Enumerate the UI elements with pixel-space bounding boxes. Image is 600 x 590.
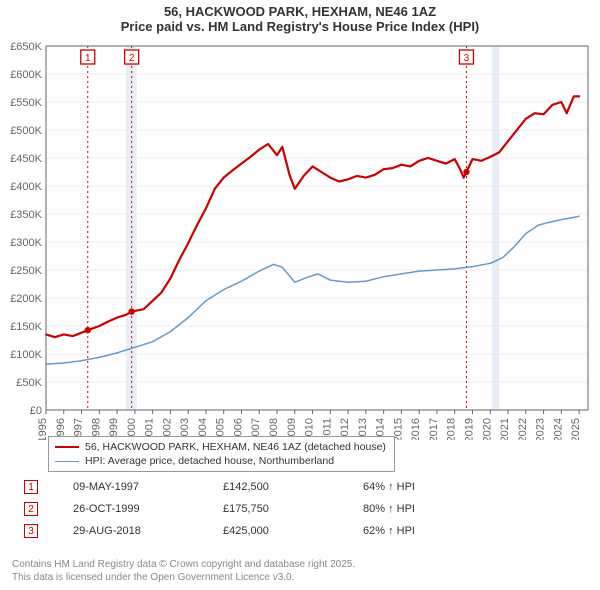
- sale-point: [85, 327, 91, 333]
- footnote-line-1: Contains HM Land Registry data © Crown c…: [12, 559, 355, 572]
- recession-band: [492, 46, 499, 410]
- txn-date: 26-OCT-1999: [73, 503, 223, 515]
- txn-pct: 64% ↑ HPI: [363, 481, 483, 493]
- x-tick-label: 2024: [552, 418, 564, 440]
- y-tick-label: £650K: [10, 41, 42, 53]
- x-tick-label: 2022: [517, 418, 529, 440]
- legend-label: 56, HACKWOOD PARK, HEXHAM, NE46 1AZ (det…: [85, 440, 386, 454]
- legend-item: HPI: Average price, detached house, Nort…: [55, 454, 386, 468]
- txn-price: £142,500: [223, 481, 363, 493]
- y-tick-label: £250K: [10, 265, 42, 277]
- txn-price: £425,000: [223, 525, 363, 537]
- txn-pct: 80% ↑ HPI: [363, 503, 483, 515]
- y-tick-label: £550K: [10, 97, 42, 109]
- title-main: 56, HACKWOOD PARK, HEXHAM, NE46 1AZ: [0, 4, 600, 19]
- y-tick-label: £0: [30, 405, 42, 417]
- y-tick-label: £200K: [10, 293, 42, 305]
- x-tick-label: 2018: [446, 418, 458, 440]
- y-tick-label: £450K: [10, 153, 42, 165]
- txn-date: 09-MAY-1997: [73, 481, 223, 493]
- legend-swatch: [55, 446, 79, 448]
- transactions-table: 1 09-MAY-1997£142,50064% ↑ HPI 2 26-OCT-199…: [24, 476, 483, 542]
- y-tick-label: £50K: [16, 377, 42, 389]
- legend: 56, HACKWOOD PARK, HEXHAM, NE46 1AZ (det…: [48, 436, 395, 472]
- legend-label: HPI: Average price, detached house, Nort…: [85, 454, 334, 468]
- legend-swatch: [55, 461, 79, 462]
- legend-item: 56, HACKWOOD PARK, HEXHAM, NE46 1AZ (det…: [55, 440, 386, 454]
- txn-pct: 62% ↑ HPI: [363, 525, 483, 537]
- y-tick-label: £500K: [10, 125, 42, 137]
- y-tick-label: £150K: [10, 321, 42, 333]
- x-tick-label: 2023: [535, 418, 547, 440]
- txn-marker: 1: [24, 480, 38, 494]
- x-tick-label: 2016: [410, 418, 422, 440]
- txn-marker: 3: [24, 524, 38, 538]
- chart-marker-label: 3: [464, 53, 470, 64]
- title-sub: Price paid vs. HM Land Registry's House …: [0, 19, 600, 34]
- y-tick-label: £600K: [10, 69, 42, 81]
- transaction-row: 2 26-OCT-1999£175,75080% ↑ HPI: [24, 498, 483, 520]
- footnote: Contains HM Land Registry data © Crown c…: [12, 559, 355, 584]
- txn-date: 29-AUG-2018: [73, 525, 223, 537]
- chart-marker-label: 1: [85, 53, 91, 64]
- x-tick-label: 2020: [481, 418, 493, 440]
- chart-marker-label: 2: [129, 53, 135, 64]
- sale-point: [463, 169, 469, 175]
- transaction-row: 3 29-AUG-2018£425,00062% ↑ HPI: [24, 520, 483, 542]
- transaction-row: 1 09-MAY-1997£142,50064% ↑ HPI: [24, 476, 483, 498]
- y-tick-label: £100K: [10, 349, 42, 361]
- txn-price: £175,750: [223, 503, 363, 515]
- x-tick-label: 2017: [428, 418, 440, 440]
- chart-titles: 56, HACKWOOD PARK, HEXHAM, NE46 1AZ Pric…: [0, 0, 600, 34]
- chart: £0 £50K £100K £150K £200K £250K £300K £350K £400…: [0, 40, 600, 440]
- y-tick-label: £300K: [10, 237, 42, 249]
- x-tick-label: 2021: [499, 418, 511, 440]
- y-tick-label: £350K: [10, 209, 42, 221]
- y-tick-label: £400K: [10, 181, 42, 193]
- sale-point: [128, 308, 134, 314]
- footnote-line-2: This data is licensed under the Open Gov…: [12, 572, 355, 585]
- x-tick-label: 2025: [570, 418, 582, 440]
- txn-marker: 2: [24, 502, 38, 516]
- x-tick-label: 2019: [463, 418, 475, 440]
